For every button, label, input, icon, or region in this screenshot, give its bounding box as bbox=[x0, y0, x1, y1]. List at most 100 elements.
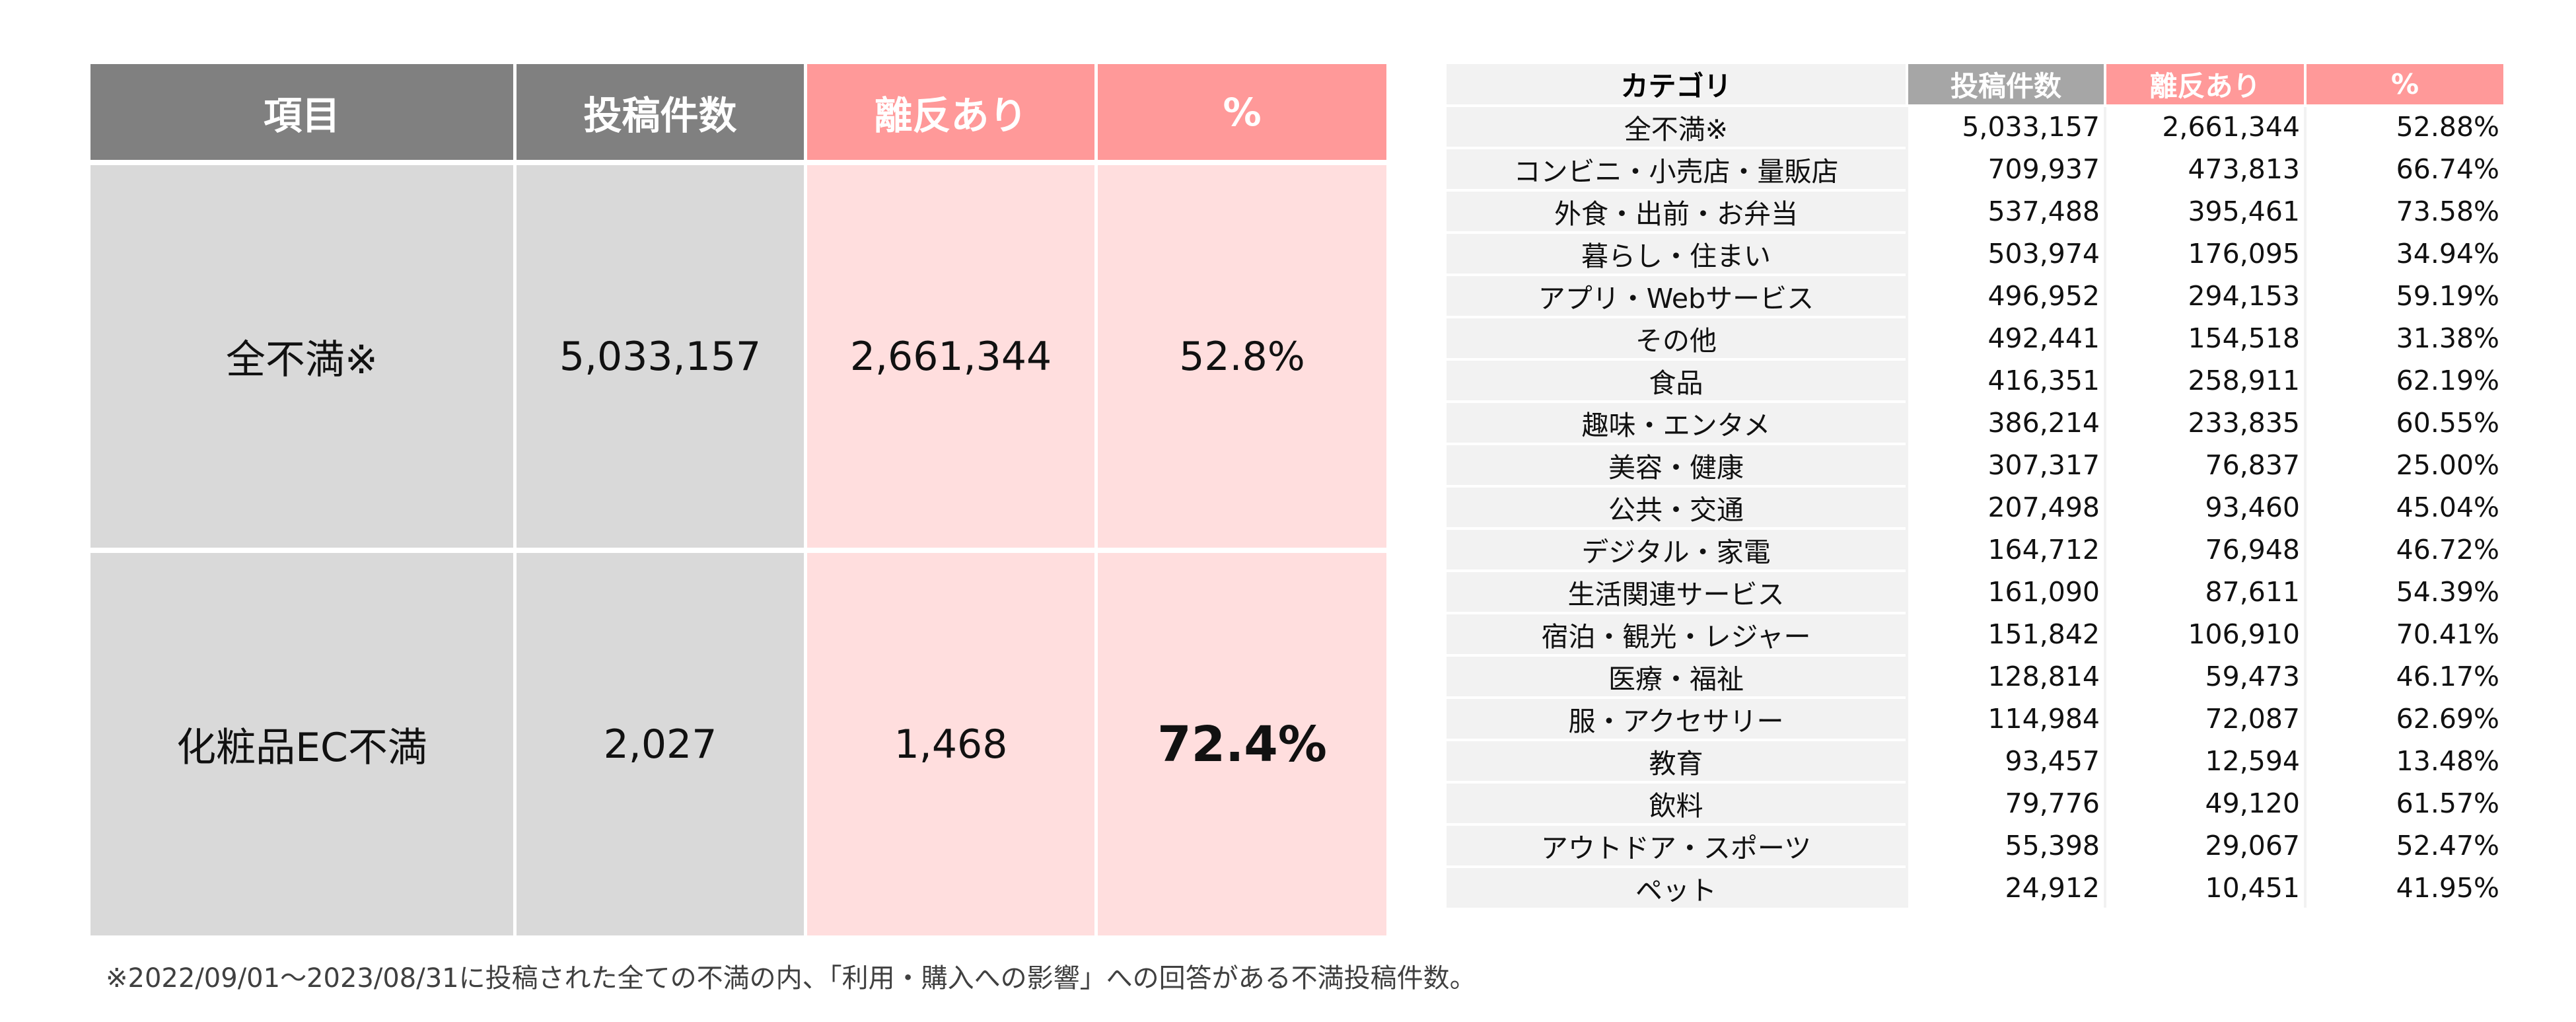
category-pct-cell: 61.57% bbox=[2304, 781, 2503, 824]
category-pct-cell: 31.38% bbox=[2304, 316, 2503, 359]
category-pct-cell: 13.48% bbox=[2304, 739, 2503, 782]
category-churn-cell: 154,518 bbox=[2104, 316, 2305, 359]
summary-header-churn: 離反あり bbox=[804, 64, 1094, 160]
category-posts-cell: 5,033,157 bbox=[1906, 104, 2105, 148]
category-posts-cell: 207,498 bbox=[1906, 485, 2105, 529]
summary-row-all-label: 全不満※ bbox=[90, 165, 513, 548]
category-churn-cell: 233,835 bbox=[2104, 400, 2305, 444]
category-posts-cell: 151,842 bbox=[1906, 612, 2105, 655]
category-name-cell: 食品 bbox=[1447, 358, 1907, 402]
category-table: カテゴリ 投稿件数 離反あり % 全不満※ 5,033,157 2,661,344 5… bbox=[1447, 64, 2503, 908]
category-churn-cell: 93,460 bbox=[2104, 485, 2305, 529]
category-posts-cell: 503,974 bbox=[1906, 231, 2105, 275]
category-churn-cell: 395,461 bbox=[2104, 189, 2305, 233]
category-churn-cell: 12,594 bbox=[2104, 739, 2305, 782]
category-posts-cell: 161,090 bbox=[1906, 569, 2105, 613]
category-churn-cell: 473,813 bbox=[2104, 147, 2305, 190]
table-row: 食品 416,351 258,911 62.19% bbox=[1447, 358, 2503, 402]
table-row: 外食・出前・お弁当 537,488 395,461 73.58% bbox=[1447, 189, 2503, 233]
category-posts-cell: 386,214 bbox=[1906, 400, 2105, 444]
category-pct-cell: 62.69% bbox=[2304, 696, 2503, 740]
category-churn-cell: 176,095 bbox=[2104, 231, 2305, 275]
category-posts-cell: 55,398 bbox=[1906, 823, 2105, 867]
category-name-cell: 服・アクセサリー bbox=[1447, 696, 1907, 740]
table-row: 美容・健康 307,317 76,837 25.00% bbox=[1447, 443, 2503, 486]
summary-row-all-churn: 2,661,344 bbox=[804, 165, 1094, 548]
table-row: 医療・福祉 128,814 59,473 46.17% bbox=[1447, 654, 2503, 698]
category-pct-cell: 34.94% bbox=[2304, 231, 2503, 275]
category-churn-cell: 72,087 bbox=[2104, 696, 2305, 740]
category-name-cell: 美容・健康 bbox=[1447, 443, 1907, 486]
category-posts-cell: 492,441 bbox=[1906, 316, 2105, 359]
category-name-cell: 宿泊・観光・レジャー bbox=[1447, 612, 1907, 655]
category-name-cell: 飲料 bbox=[1447, 781, 1907, 824]
category-pct-cell: 62.19% bbox=[2304, 358, 2503, 402]
summary-row-cosmetics-label: 化粧品EC不満 bbox=[90, 553, 513, 935]
table-row: 全不満※ 5,033,157 2,661,344 52.88% bbox=[1447, 104, 2503, 148]
category-posts-cell: 537,488 bbox=[1906, 189, 2105, 233]
category-posts-cell: 709,937 bbox=[1906, 147, 2105, 190]
category-name-cell: 趣味・エンタメ bbox=[1447, 400, 1907, 444]
category-name-cell: ペット bbox=[1447, 865, 1907, 908]
category-pct-cell: 66.74% bbox=[2304, 147, 2503, 190]
category-name-cell: アプリ・Webサービス bbox=[1447, 274, 1907, 317]
table-row: 暮らし・住まい 503,974 176,095 34.94% bbox=[1447, 231, 2503, 275]
summary-row-cosmetics-churn: 1,468 bbox=[804, 553, 1094, 935]
summary-row-all-posts: 5,033,157 bbox=[513, 165, 804, 548]
category-posts-cell: 79,776 bbox=[1906, 781, 2105, 824]
category-churn-cell: 294,153 bbox=[2104, 274, 2305, 317]
category-churn-cell: 87,611 bbox=[2104, 569, 2305, 613]
table-row: 教育 93,457 12,594 13.48% bbox=[1447, 739, 2503, 782]
summary-row-cosmetics-posts: 2,027 bbox=[513, 553, 804, 935]
category-name-cell: 暮らし・住まい bbox=[1447, 231, 1907, 275]
summary-table: 項目 投稿件数 離反あり % 全不満※ 5,033,157 2,661,344 … bbox=[90, 64, 1386, 935]
category-pct-cell: 41.95% bbox=[2304, 865, 2503, 908]
category-pct-cell: 52.88% bbox=[2304, 104, 2503, 148]
category-pct-cell: 46.72% bbox=[2304, 527, 2503, 571]
category-posts-cell: 416,351 bbox=[1906, 358, 2105, 402]
category-churn-cell: 29,067 bbox=[2104, 823, 2305, 867]
category-posts-cell: 164,712 bbox=[1906, 527, 2105, 571]
table-row: ペット 24,912 10,451 41.95% bbox=[1447, 865, 2503, 908]
summary-row-all-pct: 52.8% bbox=[1094, 165, 1386, 548]
table-row: 趣味・エンタメ 386,214 233,835 60.55% bbox=[1447, 400, 2503, 444]
category-header-posts: 投稿件数 bbox=[1906, 64, 2105, 106]
category-posts-cell: 496,952 bbox=[1906, 274, 2105, 317]
table-row: 宿泊・観光・レジャー 151,842 106,910 70.41% bbox=[1447, 612, 2503, 655]
category-pct-cell: 54.39% bbox=[2304, 569, 2503, 613]
table-row: 公共・交通 207,498 93,460 45.04% bbox=[1447, 485, 2503, 529]
category-churn-cell: 76,837 bbox=[2104, 443, 2305, 486]
category-churn-cell: 106,910 bbox=[2104, 612, 2305, 655]
category-header-row: カテゴリ 投稿件数 離反あり % bbox=[1447, 64, 2503, 106]
table-row: アウトドア・スポーツ 55,398 29,067 52.47% bbox=[1447, 823, 2503, 867]
category-churn-cell: 2,661,344 bbox=[2104, 104, 2305, 148]
table-row: その他 492,441 154,518 31.38% bbox=[1447, 316, 2503, 359]
category-churn-cell: 59,473 bbox=[2104, 654, 2305, 698]
category-name-cell: コンビニ・小売店・量販店 bbox=[1447, 147, 1907, 190]
category-pct-cell: 25.00% bbox=[2304, 443, 2503, 486]
category-posts-cell: 24,912 bbox=[1906, 865, 2105, 908]
category-name-cell: 生活関連サービス bbox=[1447, 569, 1907, 613]
category-name-cell: 公共・交通 bbox=[1447, 485, 1907, 529]
category-name-cell: 医療・福祉 bbox=[1447, 654, 1907, 698]
category-pct-cell: 73.58% bbox=[2304, 189, 2503, 233]
table-row: デジタル・家電 164,712 76,948 46.72% bbox=[1447, 527, 2503, 571]
category-name-cell: デジタル・家電 bbox=[1447, 527, 1907, 571]
summary-row-cosmetics-pct: 72.4% bbox=[1094, 553, 1386, 935]
category-pct-cell: 60.55% bbox=[2304, 400, 2503, 444]
summary-header-pct: % bbox=[1094, 64, 1386, 160]
category-header-churn: 離反あり bbox=[2104, 64, 2305, 106]
table-row: 生活関連サービス 161,090 87,611 54.39% bbox=[1447, 569, 2503, 613]
category-posts-cell: 307,317 bbox=[1906, 443, 2105, 486]
category-name-cell: 全不満※ bbox=[1447, 104, 1907, 148]
category-posts-cell: 128,814 bbox=[1906, 654, 2105, 698]
category-name-cell: 外食・出前・お弁当 bbox=[1447, 189, 1907, 233]
table-row: 飲料 79,776 49,120 61.57% bbox=[1447, 781, 2503, 824]
summary-header-posts: 投稿件数 bbox=[513, 64, 804, 160]
table-row: 服・アクセサリー 114,984 72,087 62.69% bbox=[1447, 696, 2503, 740]
category-header-name: カテゴリ bbox=[1447, 64, 1907, 106]
category-pct-cell: 52.47% bbox=[2304, 823, 2503, 867]
category-name-cell: その他 bbox=[1447, 316, 1907, 359]
category-name-cell: 教育 bbox=[1447, 739, 1907, 782]
category-posts-cell: 114,984 bbox=[1906, 696, 2105, 740]
